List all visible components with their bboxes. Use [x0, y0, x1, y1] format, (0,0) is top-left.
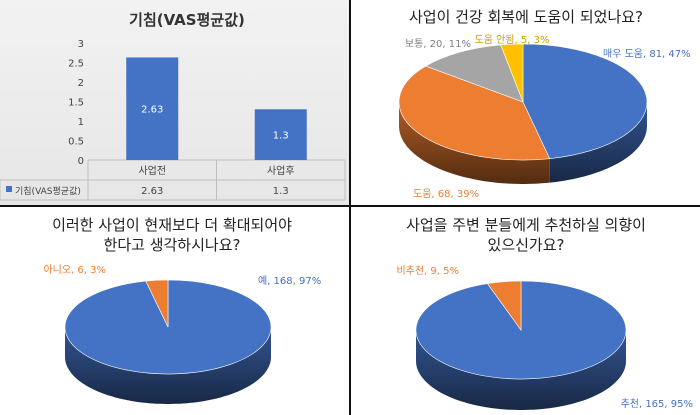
x-tick-label: 사업후: [267, 164, 295, 177]
chart-title: 있으신가요?: [488, 236, 565, 254]
chart-title: 사업이 건강 회복에 도움이 되었나요?: [409, 8, 643, 26]
pie-data-label: 매우 도움, 81, 47%: [603, 48, 691, 60]
pie-data-label: 아니오, 6, 3%: [43, 264, 106, 276]
bar: [126, 57, 179, 160]
bar-value-label: 2.63: [141, 105, 163, 116]
pie-slice-wall: [65, 327, 271, 404]
pie-slice: [424, 44, 524, 103]
bar-chart: 기침(VAS평균값) 0 0.5 1 1.5 2 2.5 3 2.63 1.3 사업전 2.63 사업후…: [0, 11, 346, 201]
pie-slice-wall: [416, 330, 626, 410]
chart-title: 한다고 생각하시나요?: [104, 236, 241, 254]
x-tick-label: 사업전: [138, 164, 166, 177]
vertical-divider: [349, 0, 351, 415]
legend-label: 기침(VAS평균값): [15, 185, 81, 197]
chart-title: 이러한 사업이 현재보다 더 확대되어야: [52, 216, 292, 234]
pie-slice: [398, 65, 551, 161]
y-tick-label: 3: [78, 39, 84, 50]
pie-data-label: 추천, 165, 95%: [621, 398, 693, 410]
pie-slice: [145, 279, 169, 328]
pie-slice: [500, 43, 524, 103]
pie-chart-health: 사업이 건강 회복에 도움이 되었나요? 매우 도움, 81, 47% 도움, 68…: [398, 8, 691, 200]
bar-value-label: 1.3: [273, 131, 289, 142]
pie-slice: [486, 280, 522, 331]
y-tick-label: 0: [78, 156, 84, 167]
pie-data-label: 보통, 20, 11%: [405, 38, 471, 50]
legend-key: [6, 186, 12, 192]
pie-slice-wall: [399, 102, 550, 184]
pie-chart-health-panel: 사업이 건강 회복에 도움이 되었나요? 매우 도움, 81, 47% 도움, 68…: [351, 0, 700, 205]
y-tick-label: 2: [78, 78, 84, 89]
y-tick-label: 1.5: [68, 98, 84, 109]
pie-slice-wall: [549, 102, 647, 183]
chart-title: 기침(VAS평균값): [129, 11, 245, 29]
pie-data-label: 도움 안됨, 5, 3%: [475, 34, 550, 46]
y-tick-label: 0.5: [68, 137, 84, 148]
pie-data-label: 비추천, 9, 5%: [396, 265, 459, 277]
pie-slice: [522, 43, 648, 159]
horizontal-divider: [0, 205, 700, 207]
chart-title: 사업을 주변 분들에게 추천하실 의향이: [406, 216, 646, 234]
bar-chart-panel: 기침(VAS평균값) 0 0.5 1 1.5 2 2.5 3 2.63 1.3 사업전 2.63 사업후…: [0, 0, 349, 205]
pie-data-label: 도움, 68, 39%: [413, 188, 479, 200]
y-tick-label: 1: [78, 117, 84, 128]
table-value: 1.3: [273, 186, 289, 197]
pie-data-label: 예, 168, 97%: [258, 275, 321, 287]
table-value: 2.63: [141, 186, 163, 197]
bar: [254, 109, 307, 160]
y-tick-label: 2.5: [68, 59, 84, 70]
